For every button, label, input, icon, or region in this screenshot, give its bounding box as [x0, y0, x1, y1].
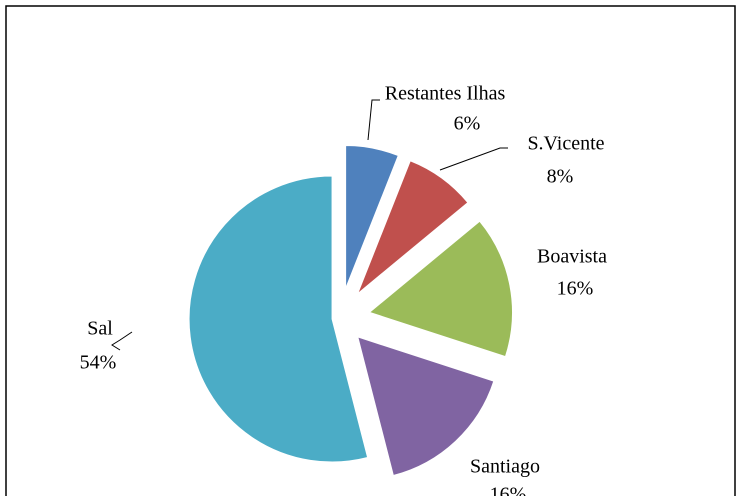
slice-value-label: 54% [80, 352, 117, 374]
slice-category-label: Santiago [470, 456, 540, 478]
slice-category-label: Sal [87, 318, 113, 340]
pie-slice [357, 160, 469, 295]
slice-value-label: 8% [547, 166, 574, 188]
leader-line [111, 331, 133, 351]
slice-category-label: Boavista [537, 246, 607, 268]
pie-slice [368, 220, 513, 358]
slice-category-label: Restantes Ilhas [385, 83, 506, 105]
leader-lines [111, 99, 508, 351]
slice-category-label: S.Vicente [527, 133, 604, 155]
pie-slice [188, 175, 369, 463]
slice-value-label: 6% [454, 113, 481, 135]
pie-slice [357, 336, 495, 477]
slice-value-label: 16% [490, 484, 527, 496]
leader-line [367, 99, 380, 141]
pie-slice [345, 145, 399, 289]
slice-value-label: 16% [557, 278, 594, 300]
leader-line [439, 147, 508, 171]
chart-frame [5, 5, 736, 496]
